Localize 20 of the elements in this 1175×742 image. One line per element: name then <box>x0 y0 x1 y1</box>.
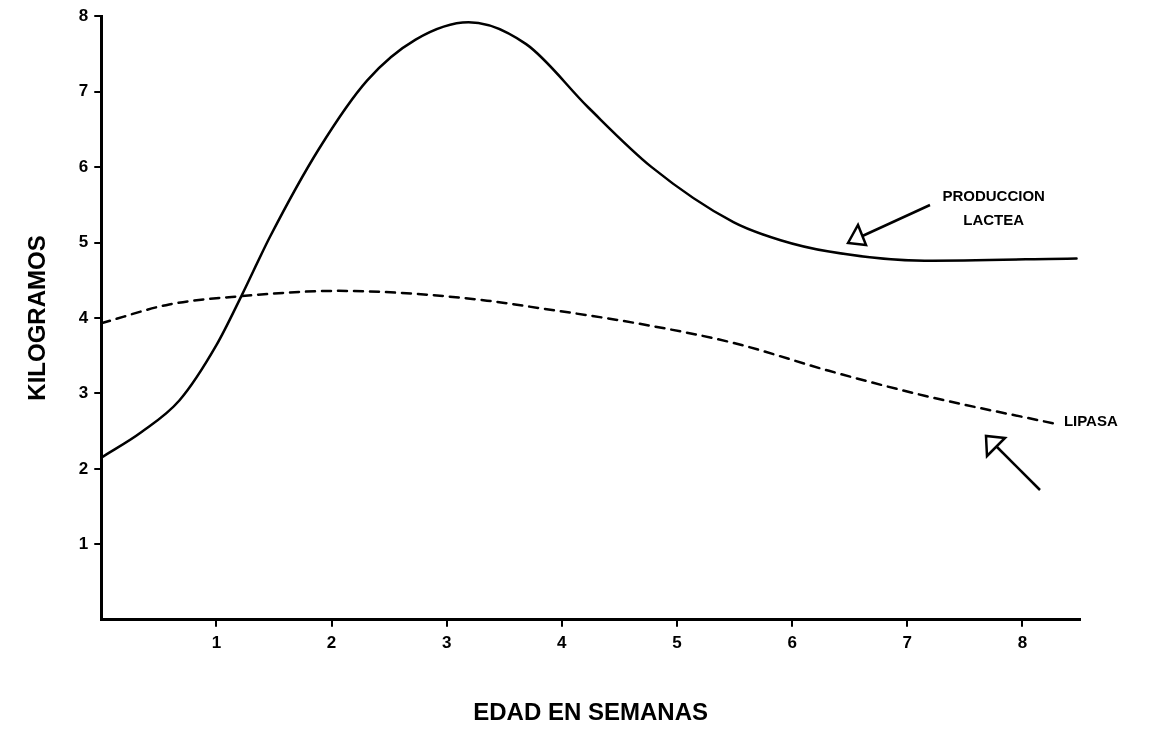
x-tick-label: 2 <box>326 632 337 652</box>
y-axis-title: KILOGRAMOS <box>23 235 51 401</box>
x-tick-label: 6 <box>787 632 797 652</box>
y-tick-label: 2 <box>78 458 89 478</box>
text: PRODUCCION LACTEA <box>942 187 1045 229</box>
x-tick-label: 7 <box>902 632 913 652</box>
x-tick-label: 3 <box>441 632 452 652</box>
x-tick-label: 5 <box>672 632 682 652</box>
y-tick-label: 4 <box>78 307 89 327</box>
x-tick-label: 1 <box>211 632 222 652</box>
y-tick-label: 3 <box>78 383 89 403</box>
y-tick-label: 7 <box>78 81 89 101</box>
y-tick-label: 8 <box>78 5 89 25</box>
y-tick-label: 5 <box>78 232 89 252</box>
x-tick-label: 4 <box>557 632 568 652</box>
x-axis-title: EDAD EN SEMANAS <box>473 698 708 726</box>
y-tick-label: 1 <box>78 534 89 554</box>
series-label: LIPASA <box>1063 412 1118 430</box>
x-tick-label: 8 <box>1017 632 1028 652</box>
y-tick-label: 6 <box>78 156 89 176</box>
